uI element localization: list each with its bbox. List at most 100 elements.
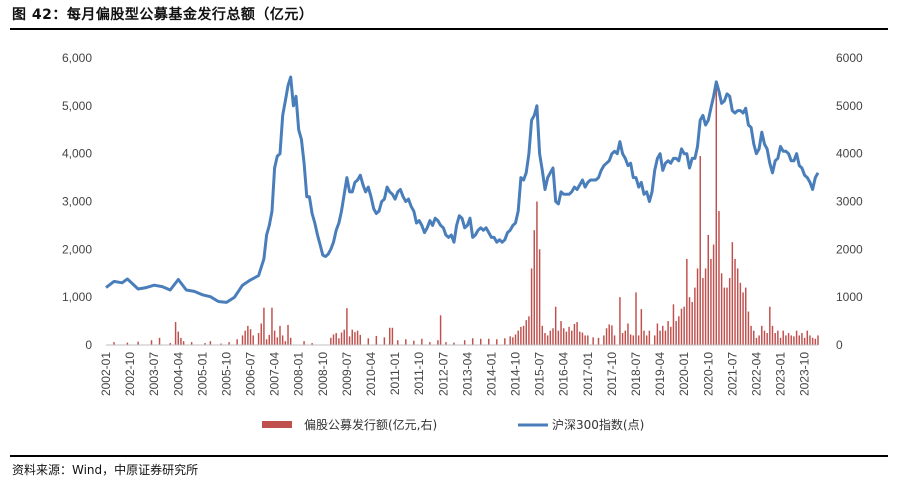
bar xyxy=(731,242,734,345)
bar xyxy=(793,336,795,345)
bar xyxy=(571,330,573,345)
bar xyxy=(276,337,279,345)
x-tick-label: 2011-01 xyxy=(388,352,402,395)
bar xyxy=(303,341,305,345)
bar xyxy=(723,287,726,345)
bar xyxy=(284,341,287,345)
x-tick-label: 2003-07 xyxy=(147,352,161,396)
bar xyxy=(761,325,763,345)
bar xyxy=(562,328,565,345)
bar xyxy=(413,340,415,345)
bar xyxy=(520,326,522,345)
bar xyxy=(670,326,672,345)
x-tick-label: 2020-01 xyxy=(677,352,691,396)
bar xyxy=(627,323,629,345)
bar xyxy=(803,337,806,345)
bar xyxy=(744,287,747,345)
bar xyxy=(268,334,271,345)
x-tick-label: 2014-01 xyxy=(484,352,498,396)
x-tick-label: 2013-04 xyxy=(460,352,474,396)
x-tick-label: 2009-07 xyxy=(340,352,354,396)
bar xyxy=(311,343,313,345)
bar xyxy=(533,230,535,345)
bar xyxy=(785,335,787,345)
bar xyxy=(704,268,707,345)
bar xyxy=(581,332,584,345)
x-tick-label: 2011-10 xyxy=(412,352,426,395)
bar xyxy=(710,258,712,345)
x-tick-label: 2012-07 xyxy=(436,352,450,396)
bar xyxy=(421,338,423,345)
bar xyxy=(453,342,455,345)
bar xyxy=(565,331,568,345)
x-tick-label: 2015-07 xyxy=(533,352,547,396)
bar xyxy=(509,336,511,345)
x-tick-label: 2022-04 xyxy=(749,352,763,396)
right-y-ticks: 0 1000 2000 3000 4000 5000 6000 xyxy=(836,51,863,352)
bar xyxy=(287,324,289,345)
bar xyxy=(750,325,752,345)
bar xyxy=(584,335,586,345)
bar xyxy=(279,325,281,345)
bar xyxy=(787,333,790,345)
bar xyxy=(777,330,779,345)
bar xyxy=(252,335,254,345)
bar xyxy=(648,330,651,345)
line-layer xyxy=(105,75,820,304)
bar xyxy=(637,335,640,345)
bar xyxy=(645,335,648,345)
bar xyxy=(281,335,284,345)
bar xyxy=(817,335,819,345)
bar xyxy=(798,335,800,345)
bar xyxy=(391,327,394,345)
bar xyxy=(514,334,517,345)
bar xyxy=(236,339,238,345)
bar xyxy=(257,333,260,345)
bar xyxy=(241,335,244,345)
bar xyxy=(338,338,340,345)
bar xyxy=(707,234,709,345)
bar xyxy=(405,339,407,345)
bar xyxy=(747,311,750,345)
x-tick-label: 2002-10 xyxy=(123,352,137,396)
bar xyxy=(538,249,541,345)
bar xyxy=(734,258,736,345)
bar xyxy=(605,328,608,345)
bar xyxy=(367,338,370,345)
bar xyxy=(204,343,206,345)
bar xyxy=(675,321,677,345)
legend-bar-label: 偏股公募发行额(亿元,右) xyxy=(304,417,437,432)
bar xyxy=(522,325,525,345)
x-tick-label: 2008-01 xyxy=(292,352,306,396)
bar xyxy=(541,325,544,345)
bar xyxy=(643,330,645,345)
bar xyxy=(182,341,185,345)
bar xyxy=(782,330,784,345)
bar xyxy=(517,330,519,345)
x-tick-label: 2005-10 xyxy=(220,352,234,396)
bar xyxy=(720,273,723,345)
bar xyxy=(691,301,693,345)
bar xyxy=(335,333,337,345)
legend: 偏股公募发行额(亿元,右) 沪深300指数(点) xyxy=(262,417,644,432)
bar xyxy=(694,287,696,345)
x-tick-label: 2002-01 xyxy=(99,352,113,396)
bar xyxy=(718,211,720,345)
bar xyxy=(809,335,811,345)
bar xyxy=(758,335,760,345)
left-tick-label: 6,000 xyxy=(62,51,92,65)
bar xyxy=(712,244,715,345)
x-tick-label: 2023-01 xyxy=(774,352,788,396)
right-tick-label: 1000 xyxy=(836,290,863,304)
bar xyxy=(678,316,680,345)
bar xyxy=(220,343,222,345)
x-ticks: 2002-01 2002-10 2003-07 2004-04 2005-01 2005-… xyxy=(99,352,812,396)
bar xyxy=(699,156,701,345)
right-tick-label: 2000 xyxy=(836,242,863,256)
bar xyxy=(383,337,386,345)
bar xyxy=(209,341,212,345)
bar xyxy=(667,321,669,345)
bar xyxy=(635,292,637,345)
bar xyxy=(263,307,265,345)
bar xyxy=(742,292,744,345)
